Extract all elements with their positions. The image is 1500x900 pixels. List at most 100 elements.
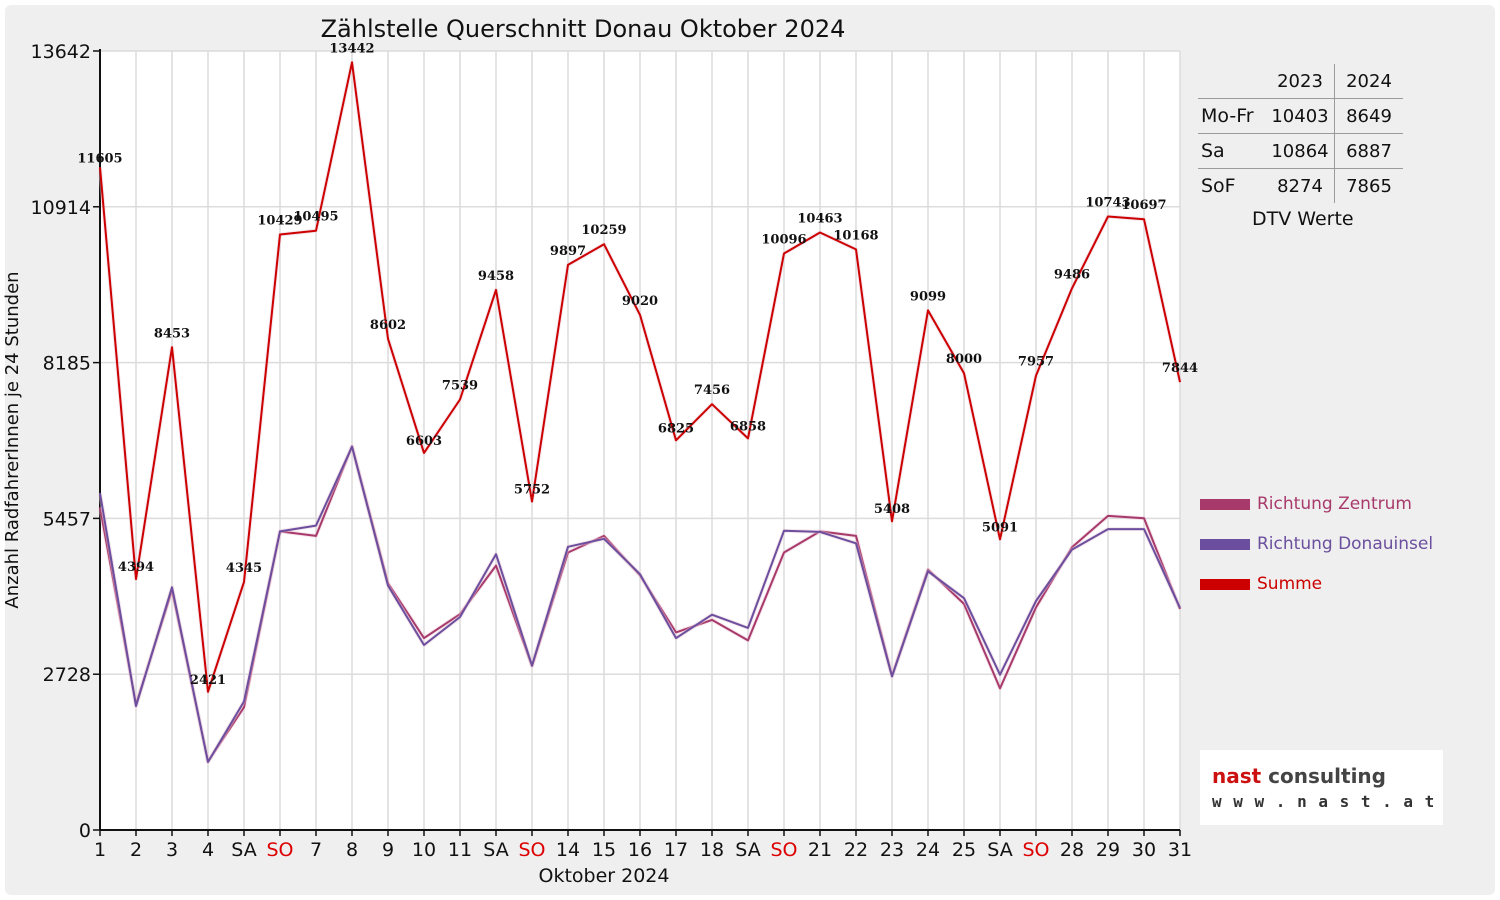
dtv-cell-2024: 6887 <box>1334 133 1403 169</box>
data-label: 2421 <box>190 673 226 688</box>
data-label: 6825 <box>658 421 694 436</box>
data-label: 7844 <box>1162 361 1198 376</box>
series-line-2 <box>99 61 1181 693</box>
legend-label-zentrum: Richtung Zentrum <box>1257 494 1412 514</box>
y-tick-label: 8185 <box>43 353 91 375</box>
legend-label-summe: Summe <box>1257 574 1323 594</box>
x-tick-label: 23 <box>880 839 904 861</box>
legend-swatch-donauinsel <box>1200 539 1250 550</box>
x-tick-label: 3 <box>166 839 178 861</box>
dtv-header-row: 2023 2024 <box>1198 64 1403 99</box>
y-axis-label: Anzahl RadfahrerInnen je 24 Stunden <box>2 271 23 608</box>
x-tick-label: 7 <box>310 839 322 861</box>
legend-label-donauinsel: Richtung Donauinsel <box>1257 534 1434 554</box>
dtv-cell-2023: 10864 <box>1266 133 1335 169</box>
x-tick-label: 15 <box>592 839 616 861</box>
x-tick-label: SA <box>987 839 1012 861</box>
dtv-table: 2023 2024 Mo-Fr 10403 8649 Sa 10864 6887… <box>1198 64 1403 203</box>
x-tick-label: 17 <box>664 839 688 861</box>
data-label: 10168 <box>833 228 878 243</box>
logo-wordmark: nast consulting <box>1212 764 1386 788</box>
data-label: 10429 <box>257 213 302 228</box>
x-tick-label: 28 <box>1060 839 1084 861</box>
y-tick-label: 10914 <box>31 197 91 219</box>
dtv-cell-2024: 7865 <box>1334 168 1403 203</box>
x-tick-label: SO <box>266 839 293 861</box>
data-label: 9486 <box>1054 267 1090 282</box>
data-label: 10096 <box>761 232 806 247</box>
data-label: 8000 <box>946 352 982 367</box>
x-tick-label: SA <box>735 839 760 861</box>
x-tick-label: 8 <box>346 839 358 861</box>
x-tick-label: SA <box>231 839 256 861</box>
dtv-cell-2024: 8649 <box>1334 98 1403 134</box>
data-label: 9099 <box>910 289 946 304</box>
dtv-header-2023: 2023 <box>1266 64 1335 99</box>
x-axis-label: Oktober 2024 <box>539 865 670 887</box>
x-tick-label: 22 <box>844 839 868 861</box>
data-label: 6858 <box>730 419 766 434</box>
y-tick-label: 2728 <box>43 664 91 686</box>
data-label: 10495 <box>293 210 338 225</box>
x-tick-label: 30 <box>1132 839 1156 861</box>
data-label: 4345 <box>226 561 262 576</box>
x-tick-label: 11 <box>448 839 472 861</box>
nast-consulting-logo: nast consulting w w w . n a s t . a t <box>1200 750 1443 825</box>
dtv-row-sa: Sa 10864 6887 <box>1198 133 1403 169</box>
x-tick-label: 4 <box>202 839 214 861</box>
x-tick-label: 1 <box>94 839 106 861</box>
data-label: 8602 <box>370 318 406 333</box>
dtv-cell-2023: 10403 <box>1266 98 1335 134</box>
x-tick-label: SO <box>518 839 545 861</box>
data-label: 6603 <box>406 434 442 449</box>
logo-brand: nast <box>1212 764 1262 788</box>
dtv-row-label: SoF <box>1198 168 1266 203</box>
x-tick-label: 24 <box>916 839 940 861</box>
y-tick-label: 0 <box>79 820 91 842</box>
dtv-row-sof: SoF 8274 7865 <box>1198 168 1403 203</box>
data-label: 11605 <box>77 151 122 166</box>
data-label: 10697 <box>1121 198 1166 213</box>
data-label: 4394 <box>118 560 154 575</box>
data-label: 5752 <box>514 483 550 498</box>
data-label: 5091 <box>982 520 1018 535</box>
data-label: 7539 <box>442 379 478 394</box>
x-tick-label: 18 <box>700 839 724 861</box>
data-label: 5408 <box>874 502 910 517</box>
dtv-header-empty <box>1198 64 1266 99</box>
dtv-row-label: Mo-Fr <box>1198 98 1266 134</box>
legend-swatch-summe <box>1200 579 1250 590</box>
data-label: 9458 <box>478 269 514 284</box>
x-tick-label: 21 <box>808 839 832 861</box>
x-tick-label: 2 <box>130 839 142 861</box>
data-label: 10463 <box>797 212 842 227</box>
data-label: 8453 <box>154 326 190 341</box>
x-tick-label: SO <box>1022 839 1049 861</box>
x-tick-label: 31 <box>1168 839 1192 861</box>
data-label: 10743 <box>1085 196 1130 211</box>
x-tick-label: 25 <box>952 839 976 861</box>
data-label: 7957 <box>1018 355 1054 370</box>
data-label: 13442 <box>329 41 374 56</box>
data-label: 7456 <box>694 383 730 398</box>
y-tick-label: 5457 <box>43 508 91 530</box>
grid-lines <box>99 50 1181 831</box>
logo-word: consulting <box>1268 764 1386 788</box>
series-line-1 <box>99 445 1181 763</box>
x-tick-label: 29 <box>1096 839 1120 861</box>
x-tick-label: SO <box>770 839 797 861</box>
chart-title: Zählstelle Querschnitt Donau Oktober 202… <box>321 15 846 43</box>
dtv-row-mofr: Mo-Fr 10403 8649 <box>1198 98 1403 134</box>
series-lines <box>98 60 1182 764</box>
data-label: 9897 <box>550 244 586 259</box>
dtv-row-label: Sa <box>1198 133 1266 169</box>
x-tick-label: SA <box>483 839 508 861</box>
logo-url: w w w . n a s t . a t <box>1212 792 1436 811</box>
dtv-header-2024: 2024 <box>1346 70 1392 92</box>
x-tick-label: 10 <box>412 839 436 861</box>
dtv-caption: DTV Werte <box>1252 208 1354 230</box>
data-label: 10259 <box>581 223 626 238</box>
